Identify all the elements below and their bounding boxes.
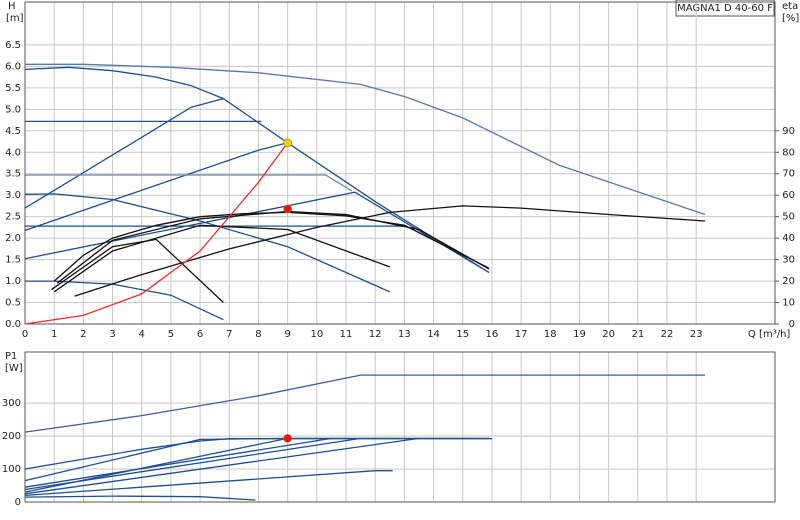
x-tick-label: 5 (168, 329, 174, 340)
x-tick-label: 22 (661, 329, 674, 340)
chart-title: MAGNA1 D 40-60 F (677, 3, 773, 14)
y2-axis-label: eta (782, 1, 798, 12)
y-tick-label: 300 (2, 398, 21, 409)
curve (53, 211, 490, 282)
x-tick-label: 7 (226, 329, 232, 340)
y-tick-label: 100 (2, 464, 21, 475)
curve (24, 193, 391, 293)
x-tick-label: 3 (109, 329, 115, 340)
plot-frame (24, 1, 776, 325)
y2-tick-label: 10 (782, 298, 795, 309)
y-tick-label: 4.0 (5, 147, 21, 158)
y-tick-label: 1.5 (5, 255, 21, 266)
y-axis-unit: [m] (6, 13, 24, 24)
y2-tick-label: 0 (789, 319, 795, 330)
y-tick-label: 0.5 (5, 298, 21, 309)
curve (24, 437, 420, 495)
x-tick-label: 19 (573, 329, 586, 340)
x-tick-label: 12 (369, 329, 382, 340)
x-tick-label: 21 (631, 329, 644, 340)
y2-tick-label: 80 (782, 147, 795, 158)
y-tick-label: 2.5 (5, 212, 21, 223)
x-tick-label: 15 (456, 329, 469, 340)
y2-tick-label: 90 (782, 126, 795, 137)
curve (24, 437, 361, 491)
x-tick-label: 6 (197, 329, 203, 340)
curve (56, 210, 490, 284)
y-tick-label: 0 (15, 497, 21, 508)
curve (74, 205, 706, 297)
x-tick-label: 13 (398, 329, 411, 340)
x-tick-label: 14 (427, 329, 440, 340)
y-axis-label: H (8, 1, 16, 12)
curve (50, 238, 224, 303)
x-tick-label: 10 (310, 329, 323, 340)
y2-tick-label: 70 (782, 169, 795, 180)
curve (53, 224, 391, 293)
y-tick-label: 4.5 (5, 126, 21, 137)
x-tick-label: 23 (690, 329, 703, 340)
y-tick-label: 5.5 (5, 83, 21, 94)
x-tick-label: 0 (22, 329, 28, 340)
y-tick-label: 1.0 (5, 276, 21, 287)
x-tick-label: 11 (340, 329, 353, 340)
curve (24, 495, 256, 501)
curve (24, 470, 393, 497)
x-tick-label: 20 (602, 329, 615, 340)
curve (25, 63, 706, 216)
y-axis-label: P1 (5, 351, 17, 362)
x-tick-label: 16 (486, 329, 499, 340)
y-tick-label: 6.0 (5, 61, 21, 72)
y2-axis-unit: [%] (782, 13, 799, 24)
curve (25, 174, 353, 192)
curve (24, 374, 705, 433)
y-tick-label: 0.0 (5, 319, 21, 330)
y-tick-label: 5.0 (5, 104, 21, 115)
x-tick-label: 18 (544, 329, 557, 340)
y2-tick-label: 30 (782, 255, 795, 266)
curve (24, 97, 224, 209)
x-tick-label: 9 (284, 329, 290, 340)
operating-point (283, 204, 292, 214)
operating-point (283, 138, 292, 148)
y2-tick-label: 40 (782, 233, 795, 244)
y-tick-label: 3.0 (5, 190, 21, 201)
curve (24, 437, 332, 488)
y2-tick-label: 60 (782, 190, 795, 201)
y-tick-label: 3.5 (5, 169, 21, 180)
curve (24, 142, 289, 325)
plot-frame (24, 351, 776, 503)
curve (24, 437, 288, 482)
x-tick-label: 4 (139, 329, 145, 340)
curve (24, 142, 288, 232)
title-box (675, 0, 775, 17)
curve (24, 66, 490, 274)
x-tick-label: 2 (80, 329, 86, 340)
y2-tick-label: 20 (782, 276, 795, 287)
x-tick-label: 1 (51, 329, 57, 340)
x-tick-label: 17 (515, 329, 528, 340)
x-axis-label: Q [m³/h] (748, 329, 790, 340)
y2-tick-label: 50 (782, 212, 795, 223)
y-axis-unit: [W] (5, 363, 23, 374)
y-tick-label: 6.5 (5, 40, 21, 51)
x-tick-label: 8 (255, 329, 261, 340)
y-tick-label: 200 (2, 431, 21, 442)
y-tick-label: 2.0 (5, 233, 21, 244)
operating-point (283, 434, 292, 443)
